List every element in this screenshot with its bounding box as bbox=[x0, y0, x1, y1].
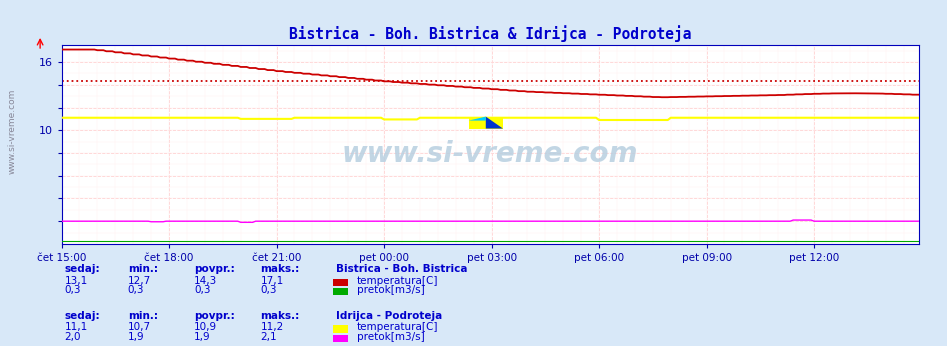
Text: 10,7: 10,7 bbox=[128, 322, 151, 333]
Text: povpr.:: povpr.: bbox=[194, 311, 235, 321]
Text: www.si-vreme.com: www.si-vreme.com bbox=[342, 140, 638, 169]
Text: Bistrica - Boh. Bistrica: Bistrica - Boh. Bistrica bbox=[336, 264, 468, 274]
Title: Bistrica - Boh. Bistrica & Idrijca - Podroteja: Bistrica - Boh. Bistrica & Idrijca - Pod… bbox=[289, 26, 691, 43]
Text: 10,9: 10,9 bbox=[194, 322, 217, 333]
Text: 11,1: 11,1 bbox=[64, 322, 88, 333]
Text: pretok[m3/s]: pretok[m3/s] bbox=[357, 285, 425, 295]
Text: 0,3: 0,3 bbox=[194, 285, 210, 295]
Text: temperatura[C]: temperatura[C] bbox=[357, 276, 438, 286]
Text: min.:: min.: bbox=[128, 311, 158, 321]
Text: pretok[m3/s]: pretok[m3/s] bbox=[357, 332, 425, 342]
Text: 0,3: 0,3 bbox=[260, 285, 277, 295]
Text: maks.:: maks.: bbox=[260, 311, 299, 321]
Text: min.:: min.: bbox=[128, 264, 158, 274]
Text: maks.:: maks.: bbox=[260, 264, 299, 274]
Text: 0,3: 0,3 bbox=[128, 285, 144, 295]
Text: 12,7: 12,7 bbox=[128, 276, 152, 286]
Polygon shape bbox=[469, 117, 486, 121]
Text: 11,2: 11,2 bbox=[260, 322, 284, 333]
Text: Idrijca - Podroteja: Idrijca - Podroteja bbox=[336, 311, 442, 321]
Bar bbox=[469, 117, 503, 129]
Text: 13,1: 13,1 bbox=[64, 276, 88, 286]
Text: temperatura[C]: temperatura[C] bbox=[357, 322, 438, 333]
Text: 14,3: 14,3 bbox=[194, 276, 218, 286]
Text: povpr.:: povpr.: bbox=[194, 264, 235, 274]
Polygon shape bbox=[486, 117, 503, 129]
Text: 2,0: 2,0 bbox=[64, 332, 80, 342]
Text: 17,1: 17,1 bbox=[260, 276, 284, 286]
Text: sedaj:: sedaj: bbox=[64, 264, 100, 274]
Text: 1,9: 1,9 bbox=[194, 332, 211, 342]
Text: sedaj:: sedaj: bbox=[64, 311, 100, 321]
Text: www.si-vreme.com: www.si-vreme.com bbox=[8, 89, 17, 174]
Text: 1,9: 1,9 bbox=[128, 332, 145, 342]
Text: 2,1: 2,1 bbox=[260, 332, 277, 342]
Text: 0,3: 0,3 bbox=[64, 285, 80, 295]
